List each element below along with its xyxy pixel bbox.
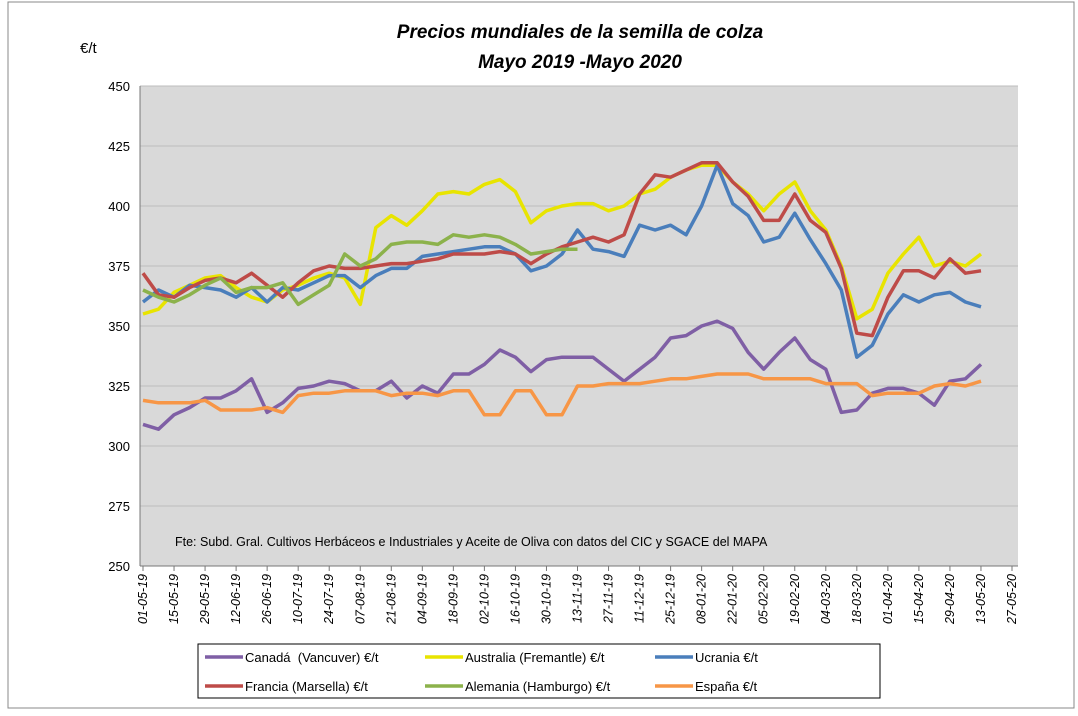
x-tick-label: 05-02-20 bbox=[757, 574, 771, 624]
x-tick-label: 12-06-19 bbox=[229, 574, 243, 624]
y-tick-label: 300 bbox=[108, 439, 130, 454]
y-tick-label: 250 bbox=[108, 559, 130, 574]
x-tick-label: 27-05-20 bbox=[1005, 574, 1019, 625]
x-tick-label: 27-11-19 bbox=[602, 574, 616, 624]
legend-label: Alemania (Hamburgo) €/t bbox=[465, 679, 611, 694]
y-tick-label: 325 bbox=[108, 379, 130, 394]
x-tick-label: 25-12-19 bbox=[664, 574, 678, 625]
legend-label: España €/t bbox=[695, 679, 758, 694]
x-tick-label: 15-04-20 bbox=[912, 574, 926, 624]
y-tick-label: 400 bbox=[108, 199, 130, 214]
x-tick-label: 18-09-19 bbox=[446, 574, 460, 624]
x-tick-label: 10-07-19 bbox=[291, 574, 305, 624]
legend-label: Canadá (Vancuver) €/t bbox=[245, 650, 379, 665]
x-tick-label: 13-11-19 bbox=[571, 574, 585, 623]
chart-title: Precios mundiales de la semilla de colza bbox=[397, 22, 764, 43]
x-tick-label: 15-05-19 bbox=[167, 574, 181, 624]
y-axis-label: €/t bbox=[80, 40, 98, 57]
x-tick-label: 02-10-19 bbox=[477, 574, 491, 624]
y-tick-label: 275 bbox=[108, 499, 130, 514]
x-tick-label: 22-01-20 bbox=[726, 574, 740, 625]
x-tick-label: 01-05-19 bbox=[136, 574, 150, 624]
y-tick-label: 450 bbox=[108, 79, 130, 94]
chart-subtitle: Mayo 2019 -Mayo 2020 bbox=[478, 52, 682, 73]
series-line bbox=[141, 161, 982, 338]
y-tick-label: 350 bbox=[108, 319, 130, 334]
x-tick-label: 21-08-19 bbox=[384, 574, 398, 625]
x-tick-label: 18-03-20 bbox=[850, 574, 864, 624]
x-tick-label: 26-06-19 bbox=[260, 574, 274, 625]
x-tick-label: 11-12-19 bbox=[633, 574, 647, 623]
x-tick-label: 19-02-20 bbox=[788, 574, 802, 624]
y-tick-label: 425 bbox=[108, 139, 130, 154]
source-note: Fte: Subd. Gral. Cultivos Herbáceos e In… bbox=[175, 535, 768, 549]
x-tick-label: 24-07-19 bbox=[322, 574, 336, 625]
x-tick-label: 04-03-20 bbox=[819, 574, 833, 624]
x-tick-label: 29-05-19 bbox=[198, 574, 212, 625]
x-tick-label: 01-04-20 bbox=[881, 574, 895, 624]
legend bbox=[197, 643, 881, 699]
x-tick-label: 07-08-19 bbox=[353, 574, 367, 624]
series-line bbox=[142, 372, 982, 417]
x-tick-label: 08-01-20 bbox=[695, 574, 709, 624]
legend-label: Australia (Fremantle) €/t bbox=[465, 650, 605, 665]
x-tick-label: 13-05-20 bbox=[974, 574, 988, 624]
legend-label: Ucrania €/t bbox=[695, 650, 758, 665]
y-tick-label: 375 bbox=[108, 259, 130, 274]
x-tick-label: 30-10-19 bbox=[539, 574, 553, 624]
x-tick-label: 04-09-19 bbox=[415, 574, 429, 624]
legend-label: Francia (Marsella) €/t bbox=[245, 679, 368, 694]
series-line bbox=[142, 233, 578, 307]
series-line bbox=[142, 319, 983, 431]
x-tick-label: 16-10-19 bbox=[508, 574, 522, 624]
x-tick-label: 29-04-20 bbox=[943, 574, 957, 625]
series-line bbox=[141, 163, 982, 359]
